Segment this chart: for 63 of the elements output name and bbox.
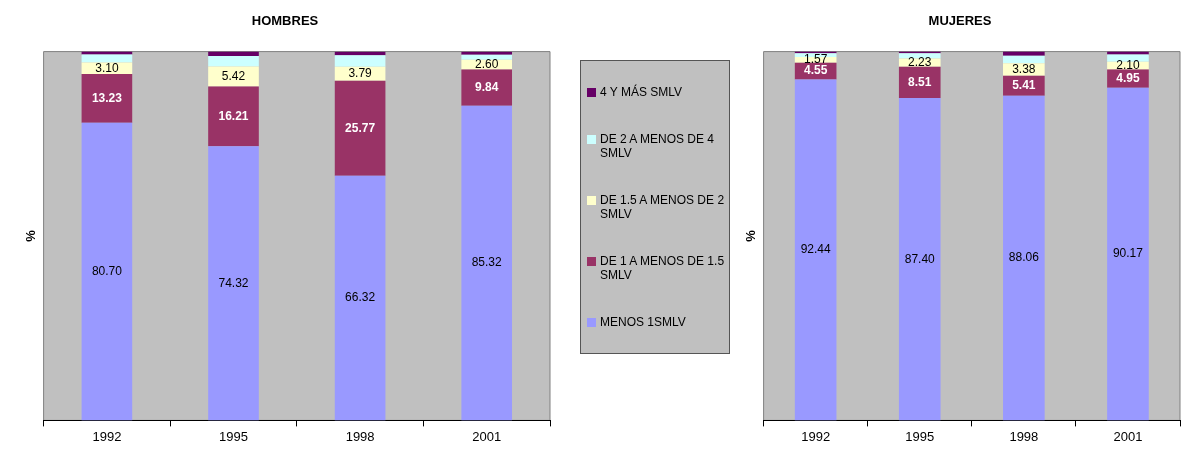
x-tick-label: 2001	[1113, 428, 1143, 444]
data-label: 74.32	[218, 275, 249, 290]
bar	[208, 66, 259, 87]
data-label: 85.32	[471, 255, 503, 270]
data-label: 3.38	[1012, 61, 1036, 76]
data-label: 16.21	[218, 108, 249, 123]
data-label: 5.42	[221, 68, 246, 83]
bar	[461, 69, 513, 106]
data-label: 5.41	[1012, 77, 1036, 92]
bar	[1107, 87, 1149, 421]
x-tick-label: 1998	[1009, 428, 1039, 444]
bar	[334, 80, 386, 176]
chart-title: MUJERES	[928, 13, 992, 29]
y-axis-title: %	[743, 229, 759, 242]
data-label: 4.95	[1116, 71, 1140, 86]
bar	[81, 54, 133, 63]
bar	[208, 146, 259, 421]
legend-label: DE 1.5 A MENOS DE 2 SMLV	[600, 192, 725, 221]
bar	[898, 53, 941, 59]
x-tick-label: 1998	[345, 428, 375, 444]
x-tick-label: 1995	[219, 428, 248, 444]
data-label: 90.17	[1112, 246, 1144, 261]
bar	[461, 51, 513, 55]
bar	[334, 175, 386, 421]
legend-label: 4 Y MÁS SMLV	[600, 85, 683, 100]
bar	[1003, 55, 1045, 64]
data-label: 3.79	[348, 66, 373, 81]
data-label: 8.51	[908, 74, 932, 89]
data-label: 87.40	[904, 251, 936, 266]
bar	[898, 98, 941, 421]
data-label: 66.32	[345, 290, 376, 305]
data-label: 80.70	[91, 263, 123, 278]
chart-title: HOMBRES	[251, 13, 319, 29]
y-axis-title: %	[23, 229, 39, 242]
legend-label: DE 2 A MENOS DE 4 SMLV	[600, 132, 716, 161]
bar	[461, 105, 513, 421]
bar	[1003, 51, 1045, 56]
x-tick-label: 2001	[472, 428, 502, 444]
bar	[334, 55, 386, 67]
bar	[794, 79, 837, 421]
data-label: 25.77	[345, 120, 376, 135]
bar	[1003, 95, 1045, 421]
data-label: 88.06	[1008, 250, 1040, 265]
bar	[81, 122, 133, 421]
x-tick-label: 1992	[92, 428, 122, 444]
bar	[461, 54, 513, 60]
data-label: 2.10	[1116, 58, 1140, 73]
data-label: 4.55	[803, 63, 828, 78]
bar	[81, 73, 133, 123]
legend-label: DE 1 A MENOS DE 1.5 SMLV	[600, 253, 725, 282]
data-label: 2.23	[908, 54, 932, 69]
bar	[208, 51, 259, 57]
data-label: 13.23	[91, 90, 123, 105]
bar	[208, 56, 259, 67]
data-label: 9.84	[475, 79, 499, 94]
data-label: 92.44	[800, 242, 831, 257]
x-tick-label: 1995	[905, 428, 935, 444]
bar	[1107, 54, 1149, 62]
x-tick-label: 1992	[801, 428, 831, 444]
data-label: 3.10	[95, 60, 119, 75]
bar	[208, 86, 259, 147]
legend-label: MENOS 1SMLV	[600, 314, 686, 329]
data-label: 2.60	[475, 56, 499, 71]
